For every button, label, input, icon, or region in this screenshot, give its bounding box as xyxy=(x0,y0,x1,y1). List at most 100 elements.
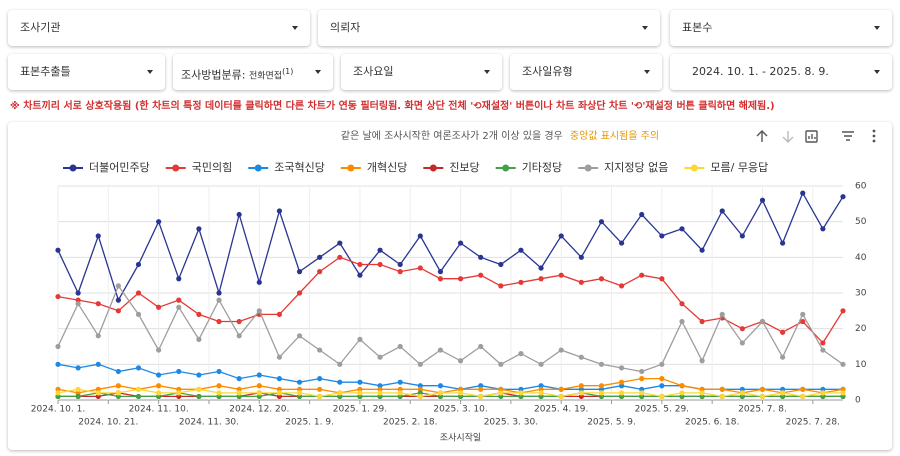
legend-item[interactable]: 개혁신당 xyxy=(340,161,407,174)
data-point xyxy=(800,311,806,317)
data-point xyxy=(135,386,142,392)
data-point xyxy=(578,386,584,392)
x-tick-label: 2025. 2. 18. xyxy=(383,418,437,428)
data-point xyxy=(417,383,423,389)
data-point xyxy=(840,386,846,392)
legend-item[interactable]: 진보당 xyxy=(423,161,480,174)
data-point xyxy=(457,390,464,396)
data-point xyxy=(478,383,484,389)
legend-label: 개혁신당 xyxy=(367,161,407,174)
data-point xyxy=(578,390,584,396)
data-point xyxy=(216,383,222,389)
data-point xyxy=(276,311,283,317)
data-point xyxy=(437,393,444,400)
filter-dropdown[interactable]: 조사방법분류: 전화면접(1) xyxy=(173,54,333,90)
chart-card: 같은 날에 조사시작한 여론조사가 2개 이상 있을 경우 중앙값 표시됨을 주… xyxy=(8,122,892,450)
data-point xyxy=(397,393,403,400)
legend-label: 조국혁신당 xyxy=(274,161,325,174)
data-point xyxy=(618,365,625,371)
data-point xyxy=(518,393,524,400)
x-tick-label: 2025. 5. 29. xyxy=(635,405,689,415)
legend-item[interactable]: 더불어민주당 xyxy=(63,161,150,174)
x-tick-label: 2024. 10. 21. xyxy=(78,418,138,428)
data-point xyxy=(256,393,262,400)
data-point xyxy=(176,276,182,282)
data-point xyxy=(236,318,242,325)
data-point xyxy=(437,383,444,389)
data-point xyxy=(75,390,81,396)
x-tick-label: 2025. 1. 29. xyxy=(333,405,387,415)
data-point xyxy=(377,261,383,268)
y-tick-label: 20 xyxy=(855,324,867,334)
data-point xyxy=(135,393,142,400)
sort-up-button[interactable] xyxy=(756,130,768,142)
data-point xyxy=(95,361,101,367)
data-point xyxy=(296,379,303,385)
data-point xyxy=(679,318,685,325)
data-point xyxy=(337,240,343,246)
legend-item[interactable]: 기타정당 xyxy=(495,161,562,174)
data-point xyxy=(115,308,121,314)
x-tick-label: 2024. 11. 30. xyxy=(179,418,239,428)
data-point xyxy=(699,386,705,392)
filter-dropdown[interactable]: 표본추출틀 xyxy=(8,54,165,90)
data-point xyxy=(558,347,564,353)
filter-dropdown[interactable]: 의뢰자 xyxy=(318,10,660,46)
sort-down-button[interactable] xyxy=(782,131,794,143)
data-point xyxy=(478,386,484,392)
data-point xyxy=(538,265,544,271)
data-point xyxy=(115,368,121,375)
data-point xyxy=(317,386,323,392)
data-point xyxy=(216,290,222,296)
data-point xyxy=(639,368,645,375)
legend-item[interactable]: 모름/ 무응답 xyxy=(684,161,768,174)
legend-dot xyxy=(254,164,262,172)
data-point xyxy=(820,390,826,396)
data-point xyxy=(95,393,101,400)
data-point xyxy=(176,386,182,392)
data-point xyxy=(598,383,605,389)
data-point xyxy=(618,240,625,246)
filter-button[interactable] xyxy=(842,131,854,141)
data-point xyxy=(95,386,101,392)
filter-label: 조사방법분류: xyxy=(181,68,246,82)
data-point xyxy=(719,393,725,400)
data-point xyxy=(659,276,665,282)
data-point xyxy=(276,376,283,382)
data-point xyxy=(759,393,766,400)
data-point xyxy=(75,365,81,371)
data-point xyxy=(518,386,524,392)
filter-dropdown[interactable]: 조사요일 xyxy=(341,54,502,90)
legend-label: 진보당 xyxy=(449,161,479,174)
legend-dot xyxy=(502,164,510,172)
data-point xyxy=(417,361,423,367)
data-point xyxy=(216,390,222,396)
data-point xyxy=(558,393,564,400)
data-point xyxy=(176,390,182,396)
filter-dropdown[interactable]: 표본수 xyxy=(670,10,892,46)
data-point xyxy=(276,208,283,214)
x-tick-label: 2025. 3. 30. xyxy=(484,418,538,428)
x-tick-label: 2025. 5. 9. xyxy=(587,418,636,428)
data-point xyxy=(759,197,766,203)
data-point xyxy=(800,190,806,196)
data-point xyxy=(135,311,142,317)
data-point xyxy=(256,372,262,378)
data-point xyxy=(699,390,705,396)
filter-dropdown[interactable]: 조사일유형 xyxy=(510,54,662,90)
data-point xyxy=(498,361,504,367)
date-range[interactable]: 2024. 10. 1. - 2025. 8. 9. xyxy=(670,54,892,90)
more-button[interactable] xyxy=(872,129,876,143)
filter-dropdown[interactable]: 조사기관 xyxy=(8,10,310,46)
y-tick-label: 40 xyxy=(855,253,867,263)
data-point xyxy=(558,233,564,239)
data-point xyxy=(397,390,403,396)
data-point xyxy=(679,383,685,389)
data-point xyxy=(296,393,303,400)
legend-item[interactable]: 국민의힘 xyxy=(165,161,232,174)
chart-type-button[interactable] xyxy=(805,130,818,143)
data-point xyxy=(679,393,685,400)
data-point xyxy=(357,261,363,268)
legend-item[interactable]: 조국혁신당 xyxy=(248,161,325,174)
legend-item[interactable]: 지지정당 없음 xyxy=(578,161,668,174)
